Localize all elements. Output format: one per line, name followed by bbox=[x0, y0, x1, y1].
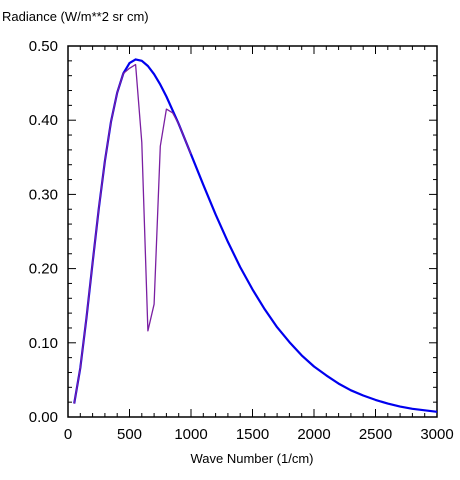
y-tick-label: 0.20 bbox=[29, 261, 58, 278]
y-tick-label: 0.00 bbox=[29, 409, 58, 426]
y-tick-label: 0.30 bbox=[29, 186, 58, 203]
x-axis-label: Wave Number (1/cm) bbox=[190, 451, 313, 466]
x-tick-label: 3000 bbox=[420, 426, 453, 443]
plot-frame bbox=[67, 45, 438, 418]
x-tick-label: 2500 bbox=[359, 426, 392, 443]
x-tick-label: 500 bbox=[117, 426, 142, 443]
series-layer bbox=[73, 58, 438, 413]
x-tick-label: 1000 bbox=[174, 426, 207, 443]
x-tick-label: 2000 bbox=[297, 426, 330, 443]
x-tick-label: 1500 bbox=[236, 426, 269, 443]
y-tick-label: 0.40 bbox=[29, 112, 58, 129]
series-line-purple bbox=[73, 63, 192, 404]
y-tick-label: 0.10 bbox=[29, 335, 58, 352]
axis-ticks: 0 500 1000 1500 2000 2500 3000 0.00 0.10 0.20 0.30… bbox=[29, 38, 454, 443]
y-axis-label: Radiance (W/m**2 sr cm) bbox=[2, 9, 149, 24]
x-tick-label: 0 bbox=[64, 426, 72, 443]
series-line-blue bbox=[73, 58, 438, 413]
y-tick-label: 0.50 bbox=[29, 38, 58, 55]
